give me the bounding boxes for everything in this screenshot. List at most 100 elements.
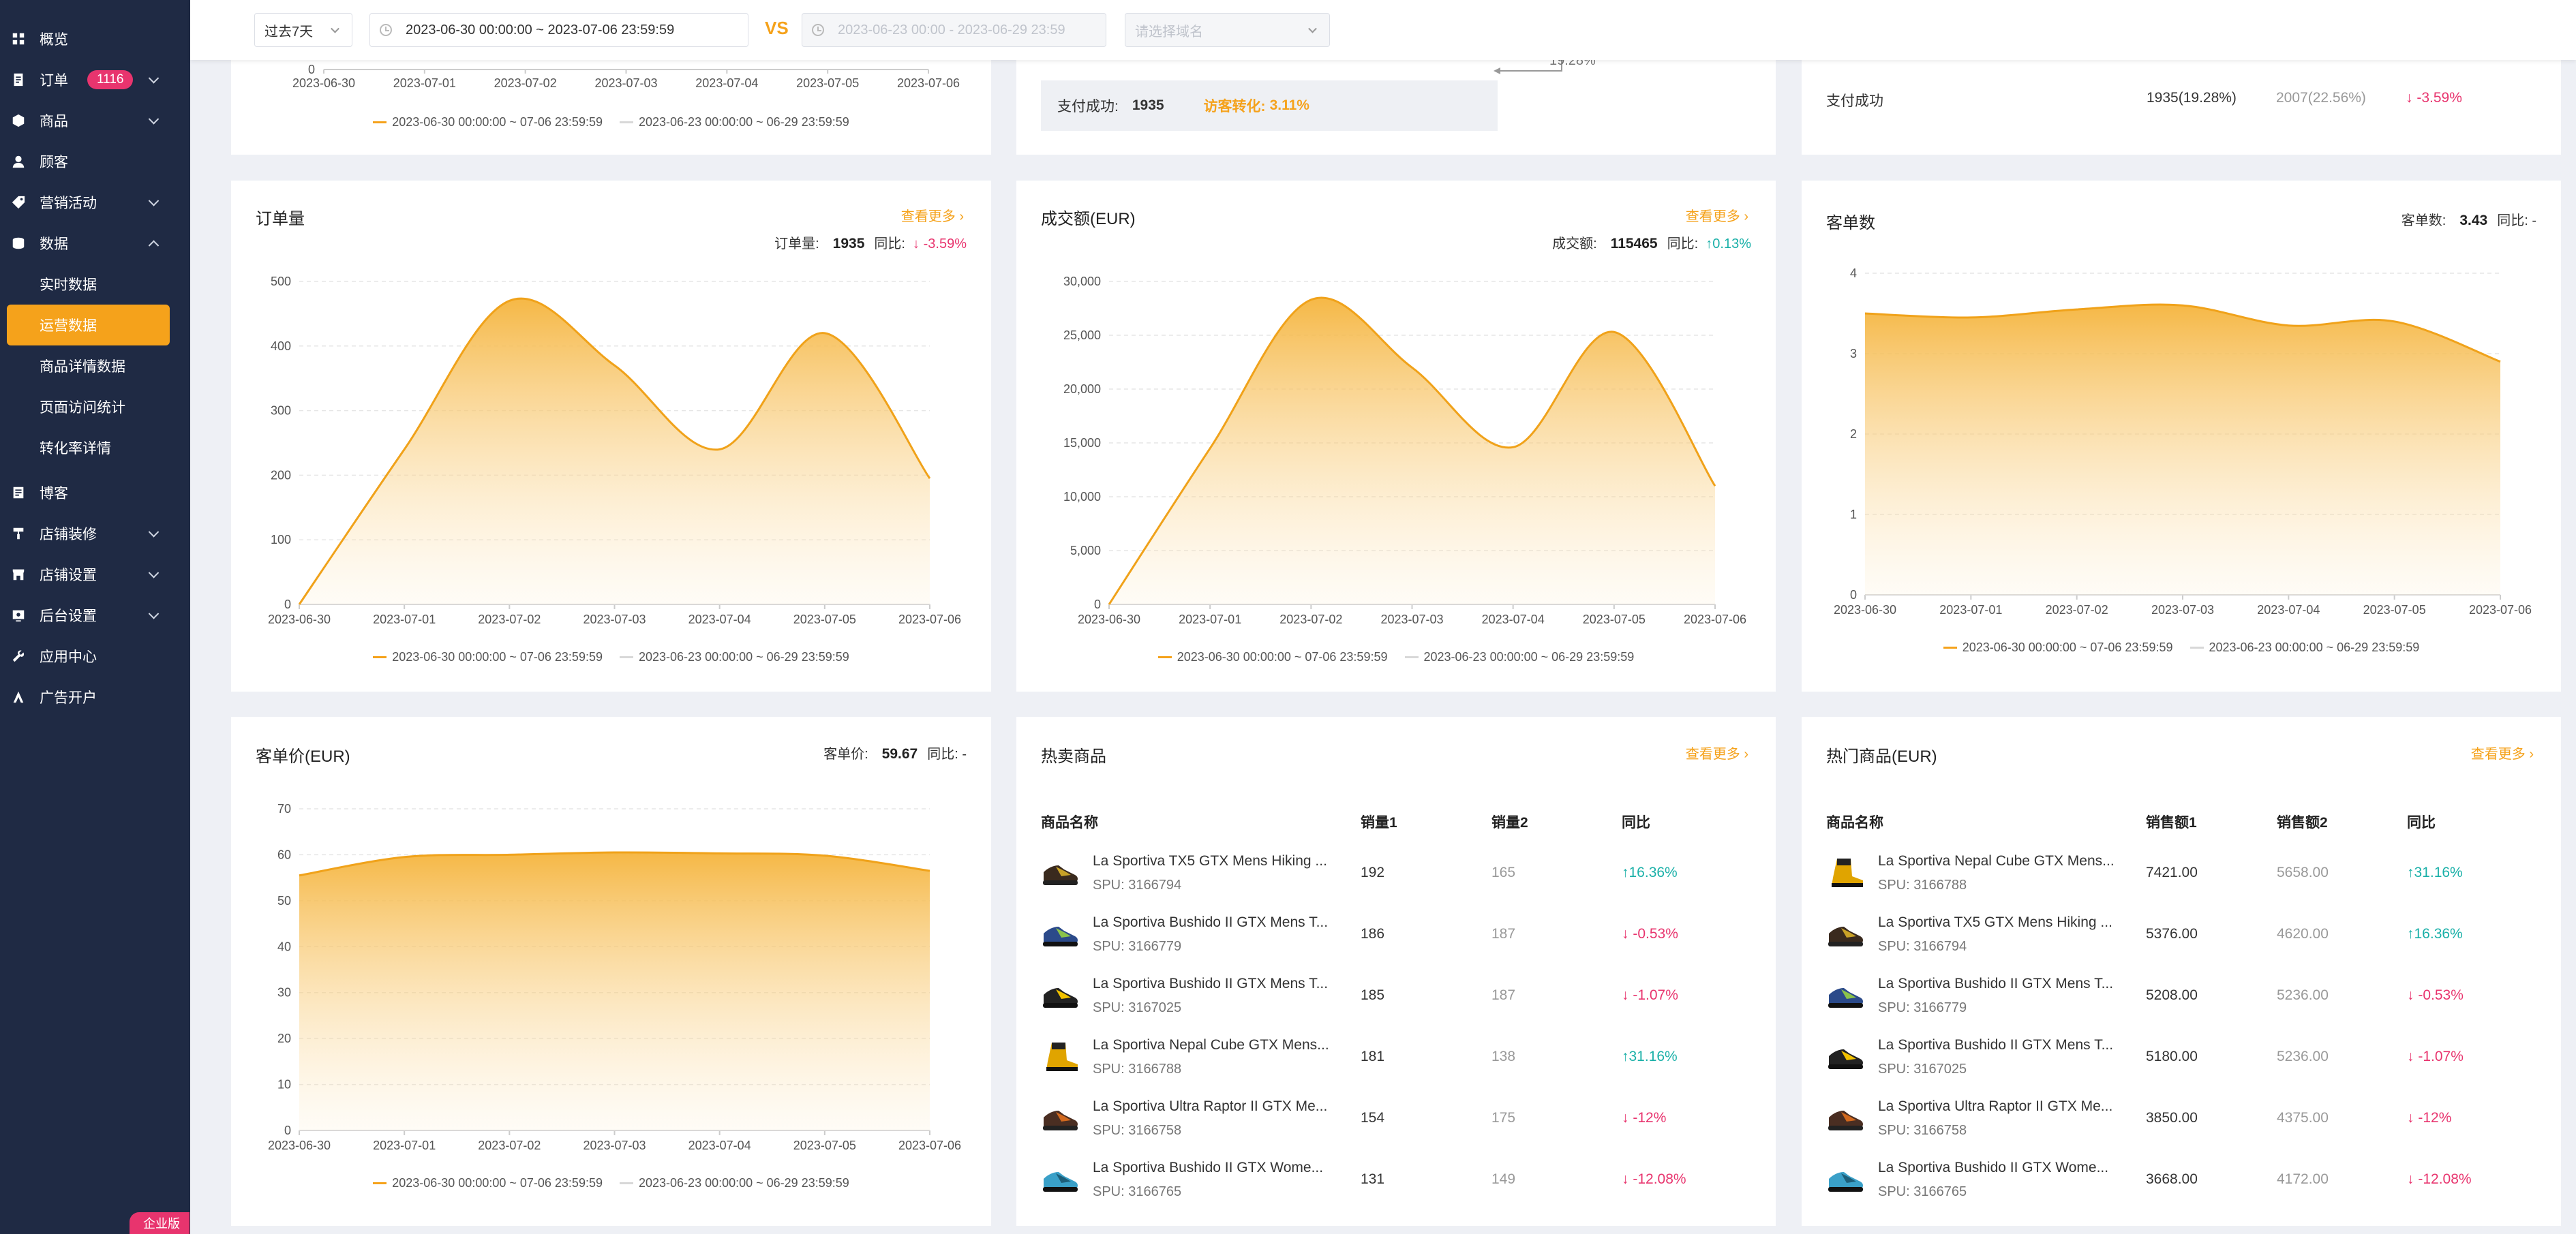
product-name[interactable]: La Sportiva Ultra Raptor II GTX Me... xyxy=(1093,1098,1328,1114)
table-row[interactable]: La Sportiva Ultra Raptor II GTX Me... SPU… xyxy=(1826,1088,2535,1149)
sidebar-subitem-2[interactable]: 运营数据 xyxy=(7,305,170,345)
product-thumbnail-icon xyxy=(1043,927,1078,946)
product-name[interactable]: La Sportiva Bushido II GTX Mens T... xyxy=(1878,1036,2114,1053)
legend-item-current[interactable]: 2023-06-30 00:00:00 ~ 07-06 23:59:59 xyxy=(1157,650,1387,664)
product-name[interactable]: La Sportiva Bushido II GTX Mens T... xyxy=(1878,975,2114,991)
view-more-link[interactable]: 查看更多 xyxy=(1686,743,1748,762)
legend-item-previous[interactable]: 2023-06-23 00:00:00 ~ 06-29 23:59:59 xyxy=(2189,641,2419,655)
x-tick-label: 2023-07-02 xyxy=(2046,603,2108,617)
sidebar-subitem-5[interactable]: 转化率详情 xyxy=(40,441,111,457)
grid-icon xyxy=(10,30,27,48)
change-cell: ↓ -0.53% xyxy=(1622,926,1678,942)
x-tick-label: 2023-07-05 xyxy=(2363,603,2426,617)
sidebar-item-tag[interactable]: 营销活动 xyxy=(0,182,190,223)
domain-select-placeholder: 请选择域名 xyxy=(1135,24,1203,40)
legend-item-current[interactable]: 2023-06-30 00:00:00 ~ 07-06 23:59:59 xyxy=(373,115,603,129)
value-previous: 187 xyxy=(1491,926,1516,942)
domain-select[interactable]: 请选择域名 xyxy=(1125,13,1330,47)
table-row[interactable]: La Sportiva Bushido II GTX Wome... SPU: 3… xyxy=(1041,1149,1750,1210)
legend-item-current[interactable]: 2023-06-30 00:00:00 ~ 07-06 23:59:59 xyxy=(373,1176,603,1190)
table-row[interactable]: La Sportiva TX5 GTX Mens Hiking ... SPU: … xyxy=(1826,904,2535,965)
value-current: 131 xyxy=(1361,1171,1385,1187)
sidebar-item-user[interactable]: 顾客 xyxy=(0,141,190,182)
table-row[interactable]: La Sportiva Ultra Raptor II GTX Me... SPU… xyxy=(1041,1088,1750,1149)
sidebar-item-data[interactable]: 数据 xyxy=(0,223,190,264)
compare-range-picker[interactable]: 2023-06-23 00:00 - 2023-06-29 23:59 xyxy=(802,13,1106,47)
product-name[interactable]: La Sportiva Bushido II GTX Wome... xyxy=(1878,1159,2109,1175)
sidebar-item-store[interactable]: 店铺设置 xyxy=(0,554,190,595)
legend-item-previous[interactable]: 2023-06-23 00:00:00 ~ 06-29 23:59:59 xyxy=(620,650,849,664)
view-more-link[interactable]: 查看更多 xyxy=(1686,205,1748,225)
product-name[interactable]: La Sportiva Bushido II GTX Wome... xyxy=(1093,1159,1324,1175)
clock-icon xyxy=(380,24,392,36)
table-row[interactable]: La Sportiva Nepal Cube GTX Mens... SPU: 3… xyxy=(1041,1026,1750,1088)
value-current: 5208.00 xyxy=(2146,987,2198,1003)
orders-chart: 0 100 200 300 400 500 2023-06-30 2023-07-01 2023… xyxy=(268,275,961,626)
sidebar-item-wrench[interactable]: 应用中心 xyxy=(0,636,190,677)
table-row[interactable]: La Sportiva Bushido II GTX Mens T... SPU:… xyxy=(1826,965,2535,1026)
sidebar-subitem-1[interactable]: 实时数据 xyxy=(40,277,97,293)
y-tick-label: 60 xyxy=(277,848,291,861)
sidebar-item-grid[interactable]: 概览 xyxy=(0,18,190,59)
sidebar-item-label: 店铺装修 xyxy=(40,527,97,542)
y-tick-label: 400 xyxy=(271,339,291,353)
y-tick-label: 50 xyxy=(277,894,291,908)
sidebar-item-ad[interactable]: 广告开户 xyxy=(0,677,190,718)
value-current: 3850.00 xyxy=(2146,1110,2198,1126)
x-tick-label: 2023-07-03 xyxy=(583,1139,646,1152)
sidebar-item-settings[interactable]: 后台设置 xyxy=(0,595,190,636)
product-thumbnail-icon xyxy=(1043,1172,1078,1192)
y-tick-label: 20,000 xyxy=(1063,382,1101,396)
table-row[interactable]: La Sportiva Bushido II GTX Wome... SPU: 3… xyxy=(1826,1149,2535,1210)
period-select[interactable]: 过去7天 xyxy=(254,13,352,47)
view-more-link[interactable]: 查看更多 xyxy=(2471,743,2534,762)
legend-item-previous[interactable]: 2023-06-23 00:00:00 ~ 06-29 23:59:59 xyxy=(620,115,849,129)
y-tick-label: 0 xyxy=(1094,598,1101,611)
x-tick-label: 2023-06-30 xyxy=(1078,613,1140,626)
legend-item-current[interactable]: 2023-06-30 00:00:00 ~ 07-06 23:59:59 xyxy=(373,650,603,664)
product-name[interactable]: La Sportiva Nepal Cube GTX Mens... xyxy=(1093,1036,1329,1053)
sidebar-item-order[interactable]: 订单 1116 xyxy=(0,59,190,100)
sidebar-subitem-4[interactable]: 页面访问统计 xyxy=(40,400,125,416)
product-spu: SPU: 3167025 xyxy=(1093,1000,1182,1015)
sidebar-item-brush[interactable]: 店铺装修 xyxy=(0,513,190,554)
legend-item-previous[interactable]: 2023-06-23 00:00:00 ~ 06-29 23:59:59 xyxy=(620,1176,849,1190)
table-row[interactable]: La Sportiva Bushido II GTX Mens T... SPU:… xyxy=(1041,904,1750,965)
product-thumbnail-icon xyxy=(1043,1111,1078,1130)
sidebar-item-blog[interactable]: 博客 xyxy=(0,472,190,513)
arrow-down-icon: ↓ xyxy=(2407,1171,2419,1187)
sidebar-subitem-3[interactable]: 商品详情数据 xyxy=(40,359,125,375)
date-range-picker[interactable]: 2023-06-30 00:00:00 ~ 2023-07-06 23:59:5… xyxy=(369,13,748,47)
legend-item-current[interactable]: 2023-06-30 00:00:00 ~ 07-06 23:59:59 xyxy=(1943,641,2172,655)
legend-item-previous[interactable]: 2023-06-23 00:00:00 ~ 06-29 23:59:59 xyxy=(1404,650,1634,664)
product-name[interactable]: La Sportiva TX5 GTX Mens Hiking ... xyxy=(1093,852,1327,869)
chevron-down-icon xyxy=(148,114,160,125)
table-row[interactable]: La Sportiva Bushido II GTX Mens T... SPU:… xyxy=(1826,1026,2535,1088)
product-name[interactable]: La Sportiva Ultra Raptor II GTX Me... xyxy=(1878,1098,2113,1114)
arrow-down-icon: ↓ xyxy=(1622,926,1633,942)
wrench-icon xyxy=(10,647,27,665)
aov-chart: 0 10 20 30 40 50 60 70 2023-06-30 2023-07-01 2023-… xyxy=(268,802,961,1152)
change-cell: ↓ -1.07% xyxy=(1622,987,1678,1003)
product-thumbnail-icon xyxy=(1828,1049,1863,1069)
table-row[interactable]: La Sportiva Nepal Cube GTX Mens... SPU: 3… xyxy=(1826,842,2535,904)
compare-range-placeholder: 2023-06-23 00:00 - 2023-06-29 23:59 xyxy=(838,22,1065,37)
chevron-down-icon xyxy=(148,73,160,84)
product-cell: La Sportiva Bushido II GTX Wome... SPU: 3… xyxy=(1041,1149,1361,1210)
product-name[interactable]: La Sportiva Nepal Cube GTX Mens... xyxy=(1878,852,2115,869)
product-name[interactable]: La Sportiva Bushido II GTX Mens T... xyxy=(1093,975,1329,991)
table-row[interactable]: La Sportiva TX5 GTX Mens Hiking ... SPU: … xyxy=(1041,842,1750,904)
sidebar-item-box[interactable]: 商品 xyxy=(0,100,190,141)
table-row[interactable]: La Sportiva Bushido II GTX Mens T... SPU:… xyxy=(1041,965,1750,1026)
column-header: 同比 xyxy=(2407,815,2436,831)
brush-icon xyxy=(10,525,27,542)
sidebar-item-label: 概览 xyxy=(40,32,68,48)
product-name[interactable]: La Sportiva TX5 GTX Mens Hiking ... xyxy=(1878,914,2112,930)
product-name[interactable]: La Sportiva Bushido II GTX Mens T... xyxy=(1093,914,1329,930)
series-area-current xyxy=(299,298,930,604)
view-more-link[interactable]: 查看更多 xyxy=(901,205,964,225)
product-spu: SPU: 3166779 xyxy=(1878,1000,1967,1015)
hot-products-card: 热卖商品 查看更多 商品名称 销量1 销量2 同比 La Sportiva TX5 G… xyxy=(1016,717,1776,1226)
y-tick-label: 30 xyxy=(277,986,291,1000)
